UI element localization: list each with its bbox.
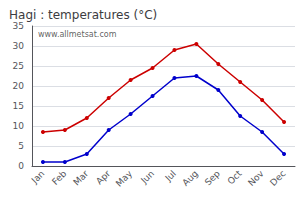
svg-text:15: 15 [13,101,24,111]
svg-text:Hagi : temperatures (°C): Hagi : temperatures (°C) [9,8,157,22]
svg-text:5: 5 [18,141,24,151]
svg-text:Jul: Jul [163,168,178,183]
svg-text:35: 35 [13,21,24,31]
svg-text:Aug: Aug [180,168,199,187]
svg-text:Apr: Apr [94,168,112,186]
svg-text:Sep: Sep [203,168,222,187]
svg-text:May: May [114,168,135,189]
svg-text:Oct: Oct [226,168,244,186]
svg-text:10: 10 [13,121,25,131]
svg-text:Mar: Mar [71,168,90,187]
svg-text:Nov: Nov [246,168,266,188]
svg-text:25: 25 [13,61,24,71]
svg-text:0: 0 [18,161,24,171]
svg-text:Jan: Jan [29,168,47,186]
svg-text:Jun: Jun [138,168,156,186]
svg-text:Dec: Dec [268,168,287,187]
svg-text:www.allmetsat.com: www.allmetsat.com [38,30,117,39]
svg-text:30: 30 [13,41,25,51]
svg-text:Feb: Feb [50,168,69,187]
svg-text:20: 20 [13,81,25,91]
